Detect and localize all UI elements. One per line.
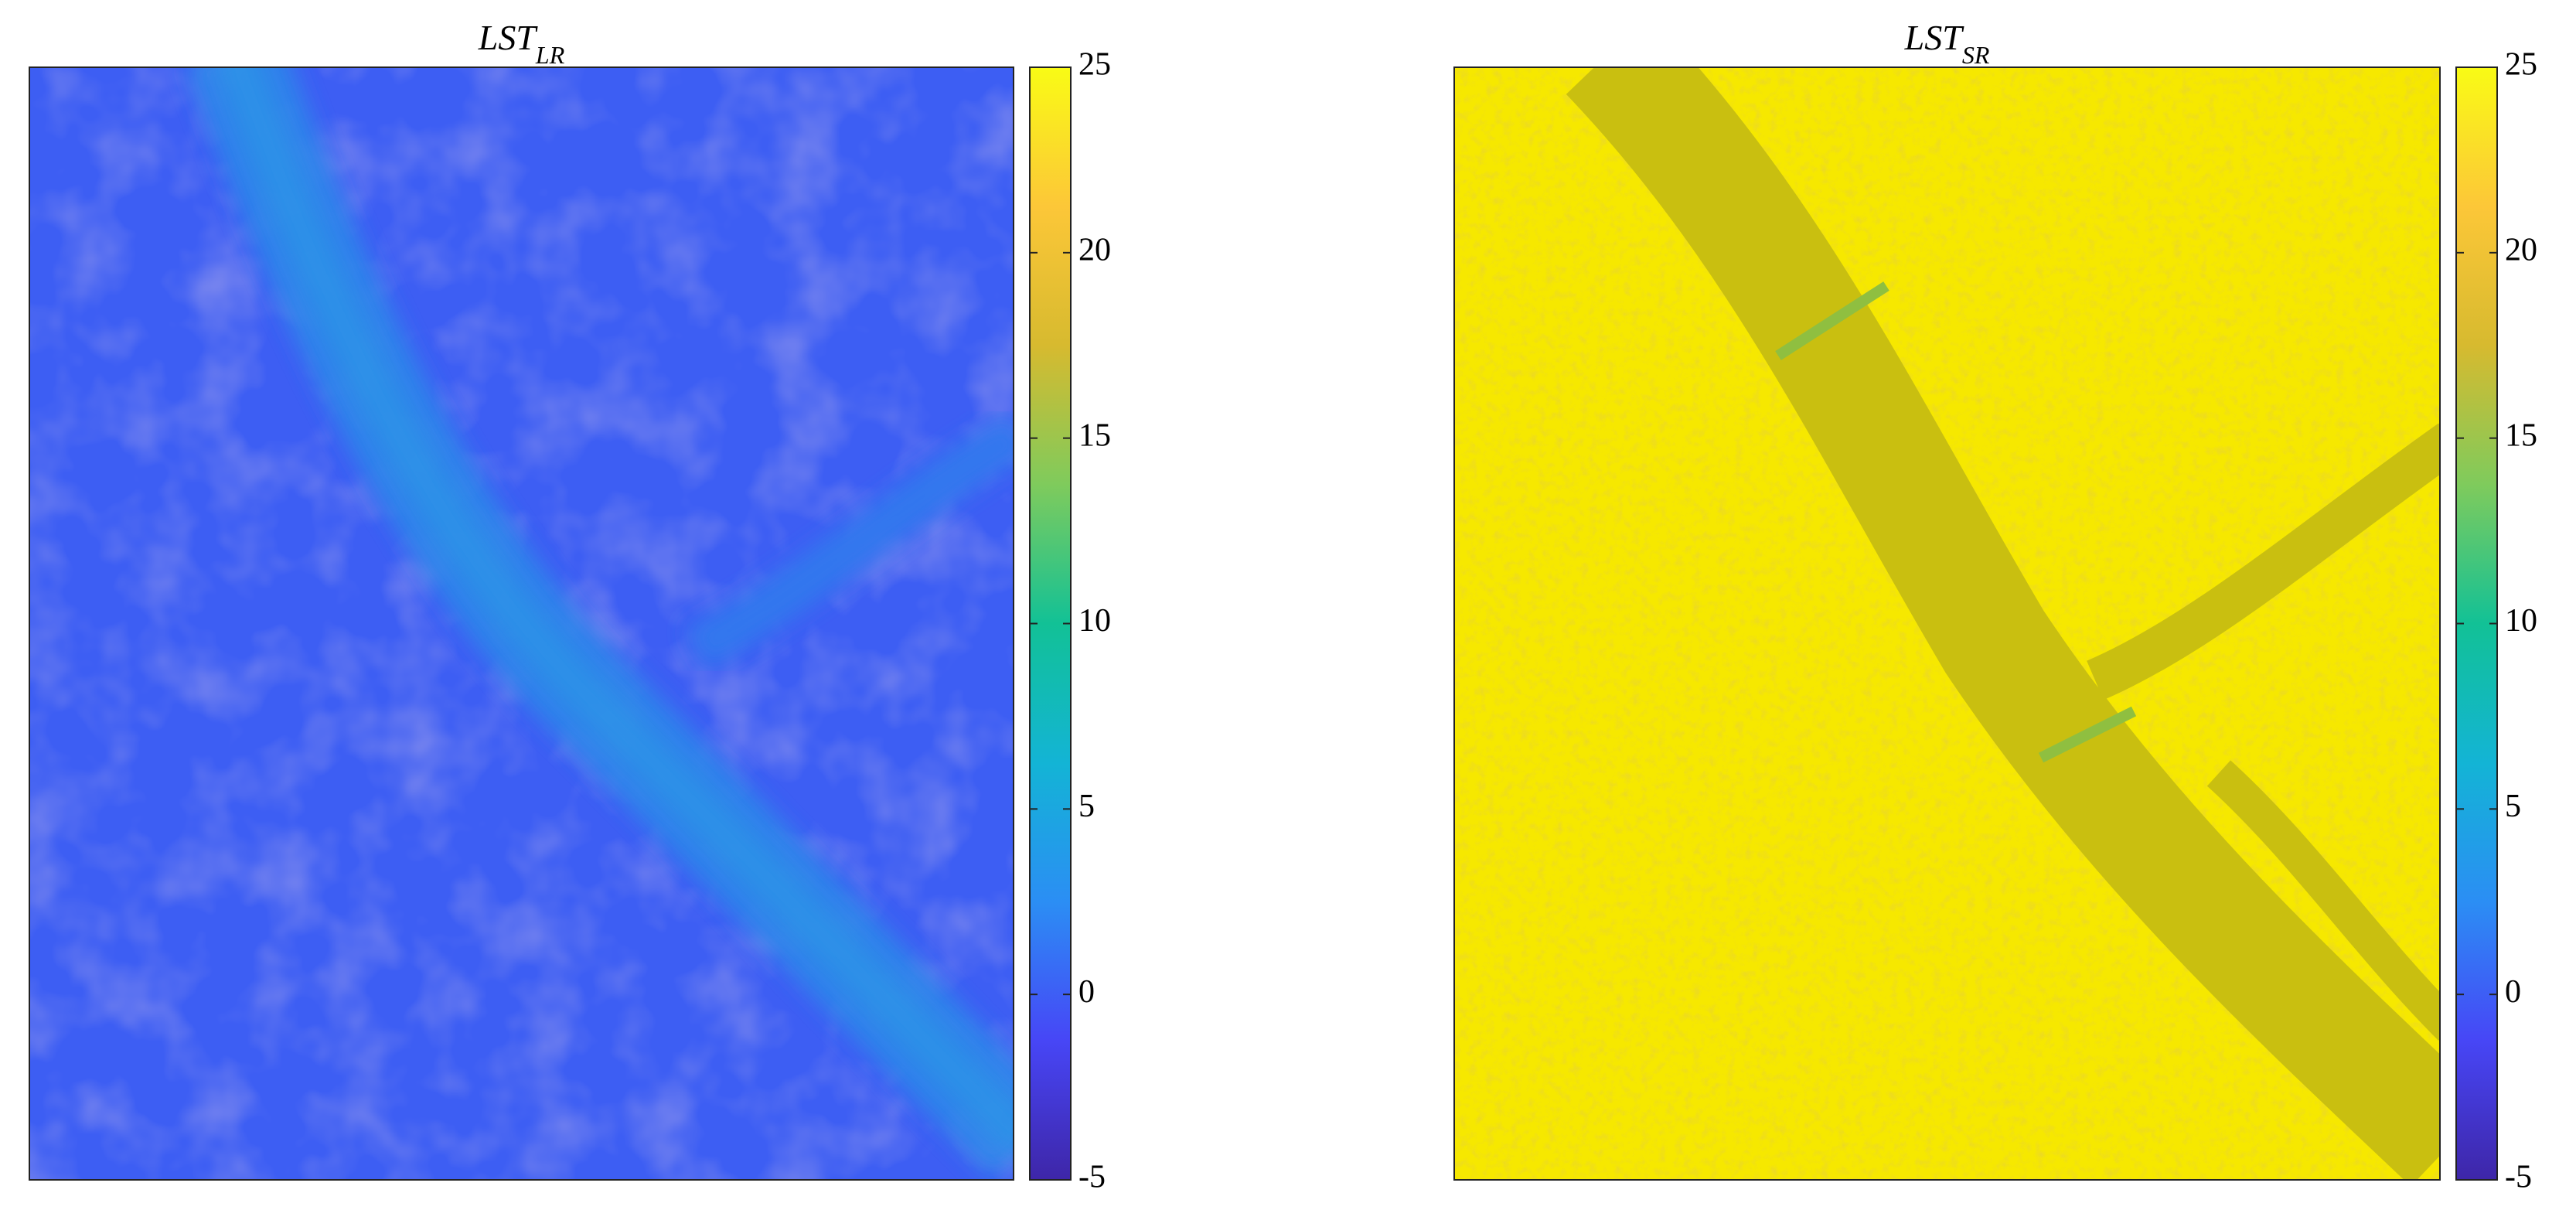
colorbar-tick-label: 10 bbox=[2505, 603, 2537, 639]
colorbar-tick-label: -5 bbox=[2505, 1160, 2532, 1195]
colorbar-tick-label: 10 bbox=[1078, 603, 1111, 639]
chart-title: LSTSR bbox=[1904, 18, 1990, 69]
colorbar-tick-label: 20 bbox=[2505, 232, 2537, 268]
colorbar-tick-label: 5 bbox=[1078, 789, 1095, 824]
title-main: LST bbox=[1904, 18, 1965, 57]
axes-frame bbox=[29, 66, 1014, 1181]
colorbar-tick-label: 25 bbox=[1078, 47, 1111, 83]
colorbar-tick-label: 20 bbox=[1078, 232, 1111, 268]
colorbar-tick-label: 15 bbox=[2505, 418, 2537, 453]
axes-frame bbox=[1453, 66, 2441, 1181]
colorbar-tick-label: 0 bbox=[1078, 974, 1095, 1010]
colorbar-tick-label: 5 bbox=[2505, 789, 2521, 824]
title-subscript: LR bbox=[535, 41, 565, 69]
chart-title: LSTLR bbox=[478, 18, 565, 69]
title-subscript: SR bbox=[1962, 41, 1990, 69]
heatmap-image bbox=[29, 67, 1014, 1180]
colorbar-tick-label: -5 bbox=[1078, 1160, 1106, 1195]
title-main: LST bbox=[478, 18, 539, 57]
colorbar-tick-label: 0 bbox=[2505, 974, 2521, 1010]
heatmap-image bbox=[1454, 67, 2440, 1180]
colorbar-tick-label: 15 bbox=[1078, 418, 1111, 453]
colorbar-tick-label: 25 bbox=[2505, 47, 2537, 83]
